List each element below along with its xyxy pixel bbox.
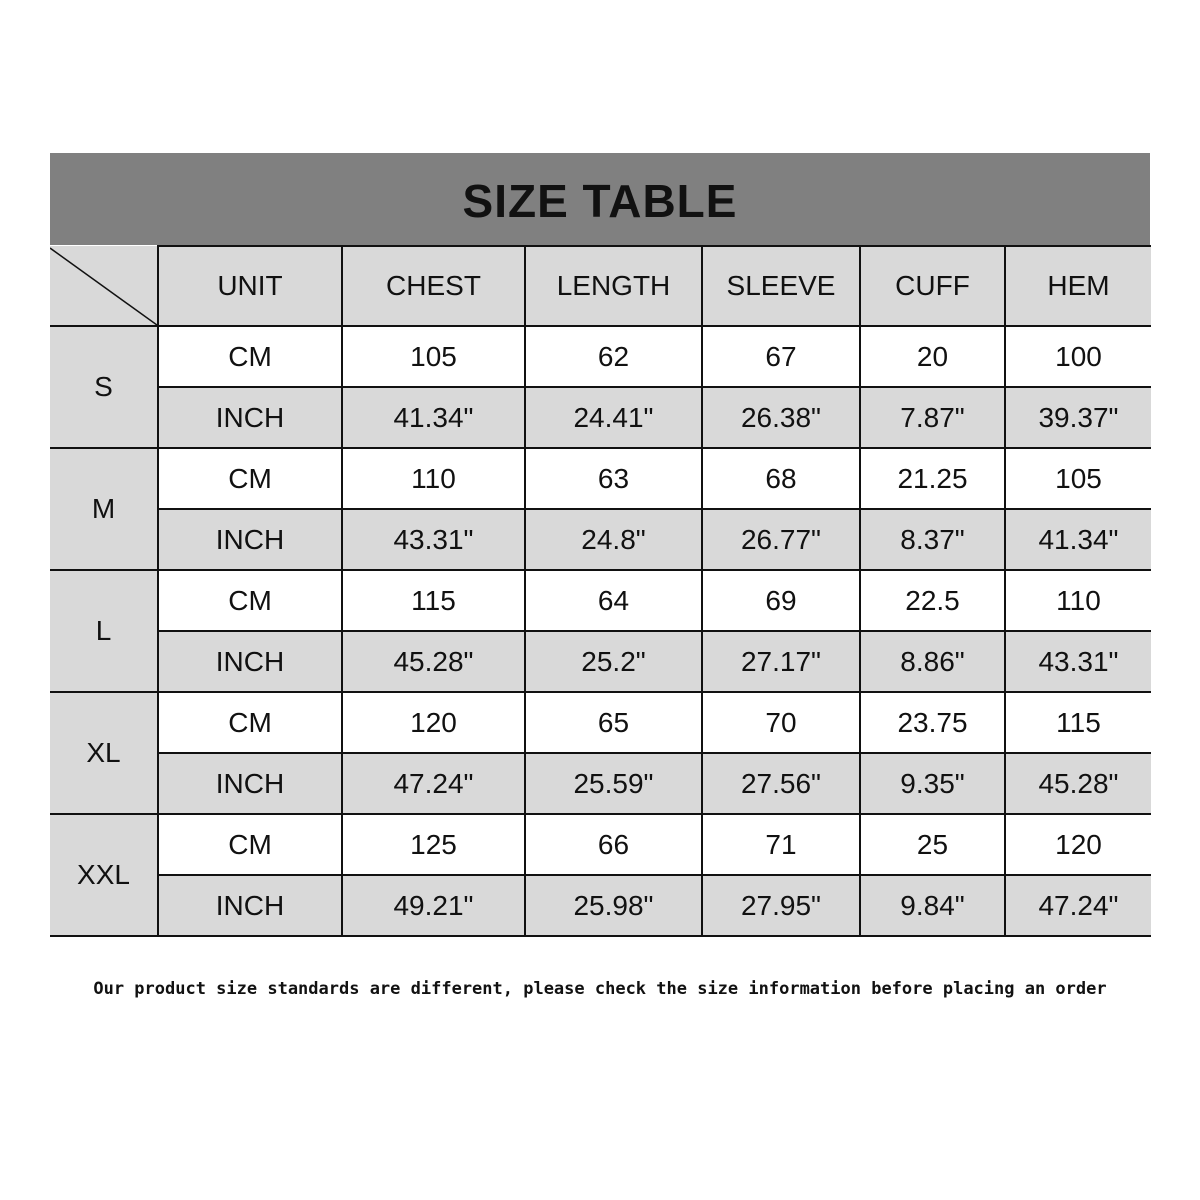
table-row: XL CM 120 65 70 23.75 115: [50, 691, 1151, 815]
value-cell-hem: 105: [1004, 447, 1151, 510]
value-cell-chest: 125: [341, 813, 526, 876]
value-cell-chest: 115: [341, 569, 526, 632]
unit-cell: INCH: [157, 630, 343, 693]
unit-cell: INCH: [157, 386, 343, 449]
value-cell-cuff: 9.35": [859, 752, 1006, 815]
value-cell-chest: 105: [341, 325, 526, 388]
table-row: INCH 49.21" 25.98" 27.95" 9.84" 47.24": [50, 874, 1151, 937]
table-row: INCH 47.24" 25.59" 27.56" 9.35" 45.28": [50, 752, 1151, 815]
value-cell-chest: 41.34": [341, 386, 526, 449]
size-table: UNIT CHEST LENGTH SLEEVE CUFF HEM S CM 105 62 67 20…: [50, 245, 1151, 937]
value-cell-chest: 110: [341, 447, 526, 510]
value-cell-length: 24.41": [524, 386, 703, 449]
value-cell-hem: 39.37": [1004, 386, 1151, 449]
value-cell-chest: 47.24": [341, 752, 526, 815]
table-row: XXL CM 125 66 71 25 120: [50, 813, 1151, 937]
diagonal-line: [50, 247, 157, 325]
size-label: XL: [50, 691, 159, 815]
value-cell-sleeve: 67: [701, 325, 861, 388]
value-cell-length: 64: [524, 569, 703, 632]
value-cell-length: 66: [524, 813, 703, 876]
value-cell-hem: 115: [1004, 691, 1151, 754]
value-cell-hem: 47.24": [1004, 874, 1151, 937]
value-cell-sleeve: 26.77": [701, 508, 861, 571]
header-row: UNIT CHEST LENGTH SLEEVE CUFF HEM: [50, 245, 1151, 327]
value-cell-cuff: 22.5: [859, 569, 1006, 632]
corner-cell: [50, 246, 159, 327]
value-cell-chest: 45.28": [341, 630, 526, 693]
unit-cell: CM: [157, 325, 343, 388]
value-cell-cuff: 9.84": [859, 874, 1006, 937]
value-cell-hem: 110: [1004, 569, 1151, 632]
value-cell-sleeve: 69: [701, 569, 861, 632]
table-row: L CM 115 64 69 22.5 110: [50, 569, 1151, 693]
table-row: INCH 45.28" 25.2" 27.17" 8.86" 43.31": [50, 630, 1151, 693]
value-cell-chest: 120: [341, 691, 526, 754]
size-note: Our product size standards are different…: [93, 979, 1107, 999]
value-cell-chest: 49.21": [341, 874, 526, 937]
value-cell-hem: 120: [1004, 813, 1151, 876]
column-header-unit: UNIT: [157, 245, 343, 327]
table-row: S CM 105 62 67 20 100: [50, 325, 1151, 449]
column-header-cuff: CUFF: [859, 245, 1006, 327]
unit-cell: INCH: [157, 752, 343, 815]
value-cell-cuff: 21.25: [859, 447, 1006, 510]
value-cell-cuff: 25: [859, 813, 1006, 876]
unit-cell: INCH: [157, 874, 343, 937]
size-label: S: [50, 325, 159, 449]
table-row: INCH 41.34" 24.41" 26.38" 7.87" 39.37": [50, 386, 1151, 449]
value-cell-cuff: 8.37": [859, 508, 1006, 571]
value-cell-hem: 43.31": [1004, 630, 1151, 693]
page-title: SIZE TABLE: [462, 175, 738, 227]
unit-cell: INCH: [157, 508, 343, 571]
value-cell-cuff: 23.75: [859, 691, 1006, 754]
unit-cell: CM: [157, 691, 343, 754]
column-header-length: LENGTH: [524, 245, 703, 327]
value-cell-cuff: 8.86": [859, 630, 1006, 693]
column-header-sleeve: SLEEVE: [701, 245, 861, 327]
value-cell-sleeve: 26.38": [701, 386, 861, 449]
value-cell-hem: 100: [1004, 325, 1151, 388]
table-row: M CM 110 63 68 21.25 105: [50, 447, 1151, 571]
value-cell-sleeve: 68: [701, 447, 861, 510]
size-label: XXL: [50, 813, 159, 937]
value-cell-cuff: 7.87": [859, 386, 1006, 449]
value-cell-length: 63: [524, 447, 703, 510]
value-cell-length: 65: [524, 691, 703, 754]
value-cell-sleeve: 27.17": [701, 630, 861, 693]
size-label: L: [50, 569, 159, 693]
unit-cell: CM: [157, 813, 343, 876]
value-cell-length: 25.98": [524, 874, 703, 937]
value-cell-cuff: 20: [859, 325, 1006, 388]
value-cell-hem: 45.28": [1004, 752, 1151, 815]
unit-cell: CM: [157, 569, 343, 632]
value-cell-sleeve: 27.95": [701, 874, 861, 937]
size-label: M: [50, 447, 159, 571]
column-header-hem: HEM: [1004, 245, 1151, 327]
title-bar: SIZE TABLE: [50, 153, 1150, 245]
value-cell-hem: 41.34": [1004, 508, 1151, 571]
value-cell-length: 25.59": [524, 752, 703, 815]
value-cell-length: 24.8": [524, 508, 703, 571]
column-header-chest: CHEST: [341, 245, 526, 327]
value-cell-length: 62: [524, 325, 703, 388]
unit-cell: CM: [157, 447, 343, 510]
value-cell-length: 25.2": [524, 630, 703, 693]
value-cell-sleeve: 27.56": [701, 752, 861, 815]
table-row: INCH 43.31" 24.8" 26.77" 8.37" 41.34": [50, 508, 1151, 571]
value-cell-sleeve: 70: [701, 691, 861, 754]
value-cell-chest: 43.31": [341, 508, 526, 571]
value-cell-sleeve: 71: [701, 813, 861, 876]
